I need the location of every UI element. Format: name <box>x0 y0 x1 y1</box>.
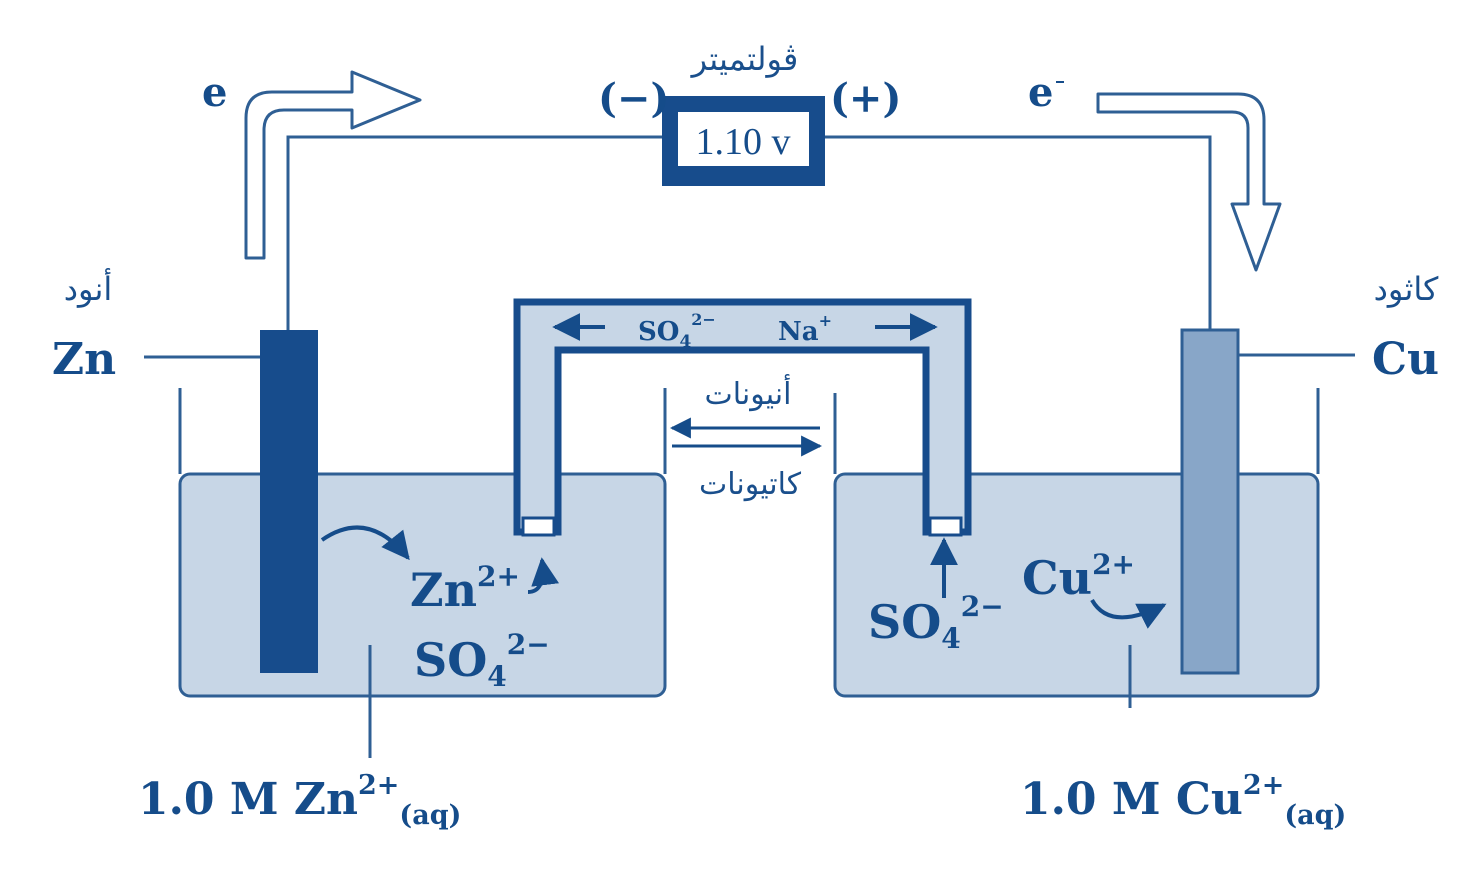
voltmeter: 1.10 v ڤولتميتر (−) (+) <box>598 40 901 186</box>
right-ion-cu: Cu2+ <box>1022 548 1135 605</box>
anions-label: أنيونات <box>705 373 792 412</box>
voltmeter-display <box>678 112 809 166</box>
voltmeter-plus-terminal: (+) <box>830 75 901 122</box>
voltmeter-minus-terminal: (−) <box>598 75 669 122</box>
left-ion-so4: SO42− <box>414 628 550 693</box>
anode-symbol: Zn <box>52 334 116 385</box>
electron-label-left: e <box>202 69 227 116</box>
salt-bridge-plug-left <box>521 516 556 537</box>
copper-cathode <box>1180 328 1240 675</box>
external-wire-right <box>824 135 1212 330</box>
cations-label: كاتيونات <box>699 467 802 502</box>
voltmeter-reading: 1.10 v <box>696 121 791 163</box>
zinc-anode <box>260 330 318 673</box>
copper-deposit-arrow <box>1090 598 1167 629</box>
left-solution-caption: 1.0 M Zn2+(aq) <box>138 770 461 831</box>
bridge-cation-label: Na+ <box>778 311 832 347</box>
anode-label: أنود <box>64 268 113 308</box>
salt-bridge-plug-right <box>928 516 963 537</box>
electron-label-right: e <box>1028 69 1053 116</box>
right-solution-caption: 1.0 M Cu2+(aq) <box>1020 770 1346 831</box>
electron-flow-arrow-right <box>1096 92 1282 272</box>
left-ion-zn: Zn2+ <box>410 560 520 617</box>
electron-flow-arrow-left <box>244 70 422 260</box>
right-beaker <box>833 388 1320 698</box>
voltmeter-title: ڤولتميتر <box>690 40 799 78</box>
right-ion-so4: SO42− <box>868 590 1004 655</box>
zinc-dissolve-arrow <box>320 525 410 561</box>
bridge-anion-label: SO42− <box>638 310 716 352</box>
left-bridge-ion-arrow <box>527 557 560 594</box>
cathode-label: كاثود <box>1374 270 1439 308</box>
cathode-symbol: Cu <box>1372 334 1439 385</box>
external-wire-left <box>286 135 664 330</box>
